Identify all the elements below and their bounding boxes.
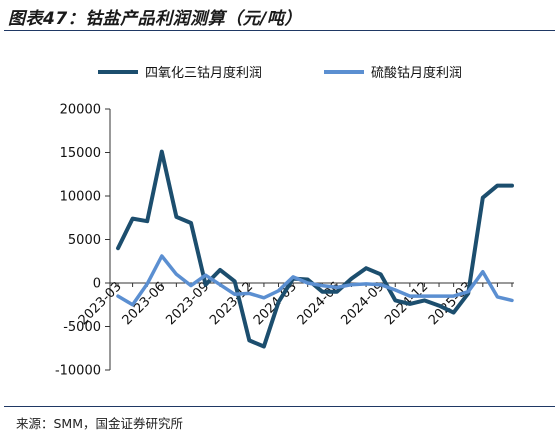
y-tick-label: 5000 — [68, 233, 101, 248]
x-tick-label: 2024-03 — [251, 279, 300, 328]
y-tick-label: -10000 — [55, 364, 101, 379]
plot-area — [116, 149, 514, 349]
y-tick-label: 15000 — [60, 146, 101, 161]
source-note: 来源：SMM，国金证券研究所 — [16, 416, 184, 431]
source-divider — [4, 406, 555, 407]
y-axis: 20000 15000 10000 5000 0 -5000 -10000 — [55, 103, 111, 379]
y-tick-label: 0 — [93, 277, 101, 292]
series-line-2 — [116, 254, 514, 307]
y-tick-label: 20000 — [60, 103, 101, 118]
title-divider — [4, 30, 555, 31]
legend: 四氧化三钴月度利润 硫酸钴月度利润 — [98, 65, 462, 81]
y-tick-label: -5000 — [63, 320, 101, 335]
x-tick-label: 2023-12 — [207, 279, 256, 328]
legend-label-1: 四氧化三钴月度利润 — [145, 65, 262, 81]
chart-title: 图表47：钴盐产品利润测算（元/吨） — [8, 9, 302, 29]
x-axis: 2023-032023-062023-092023-122024-032024-… — [76, 279, 514, 328]
y-tick-label: 10000 — [60, 190, 101, 205]
legend-label-2: 硫酸钴月度利润 — [371, 65, 462, 81]
